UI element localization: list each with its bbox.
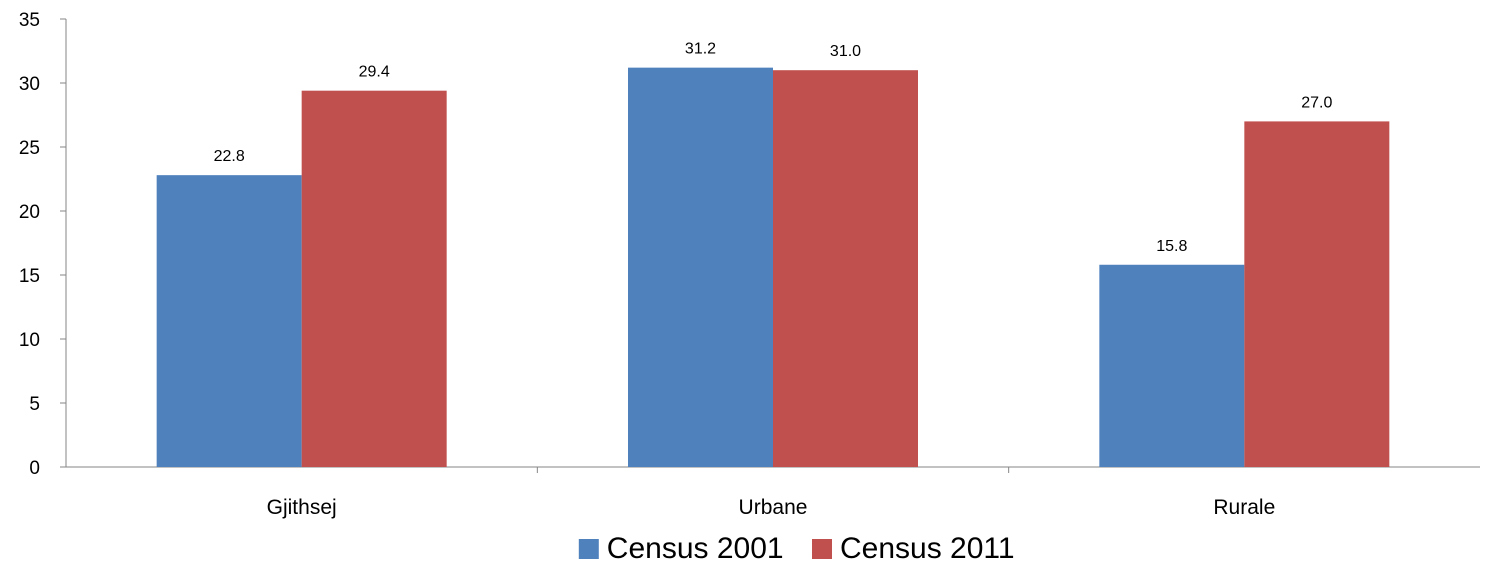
legend-swatch <box>812 539 832 559</box>
y-tick-label: 30 <box>19 74 40 95</box>
bar <box>156 175 302 467</box>
y-tick-label: 20 <box>19 202 40 223</box>
legend-swatch <box>578 539 599 559</box>
y-tick-label: 15 <box>19 266 40 287</box>
bar <box>1099 264 1245 467</box>
y-tick-label: 25 <box>19 138 40 159</box>
legend-label: Census 2001 <box>607 532 784 565</box>
bar <box>301 90 447 468</box>
y-tick-label: 5 <box>29 394 40 415</box>
y-tick-label: 0 <box>29 458 40 479</box>
x-tick-label: Gjithsej <box>267 496 337 519</box>
bar <box>628 67 773 467</box>
legend-label: Census 2011 <box>840 532 1015 565</box>
data-labels: 22.8 29.4 31.2 31.0 15.8 27.0 <box>214 41 1333 255</box>
x-tick-label: Rurale <box>1213 496 1275 519</box>
x-tick-label: Urbane <box>739 496 808 519</box>
data-label: 31.0 <box>830 43 861 60</box>
data-label: 15.8 <box>1156 238 1187 255</box>
data-label: 31.2 <box>685 41 716 58</box>
legend: Census 2001 Census 2011 <box>578 532 1015 565</box>
bars <box>156 67 1390 468</box>
data-label: 29.4 <box>359 64 390 81</box>
y-tick-label: 10 <box>19 330 40 351</box>
y-tick-label: 35 <box>19 10 40 31</box>
data-label: 27.0 <box>1301 94 1332 111</box>
bar <box>773 70 918 467</box>
data-label: 22.8 <box>214 148 245 165</box>
bar <box>1244 121 1390 468</box>
